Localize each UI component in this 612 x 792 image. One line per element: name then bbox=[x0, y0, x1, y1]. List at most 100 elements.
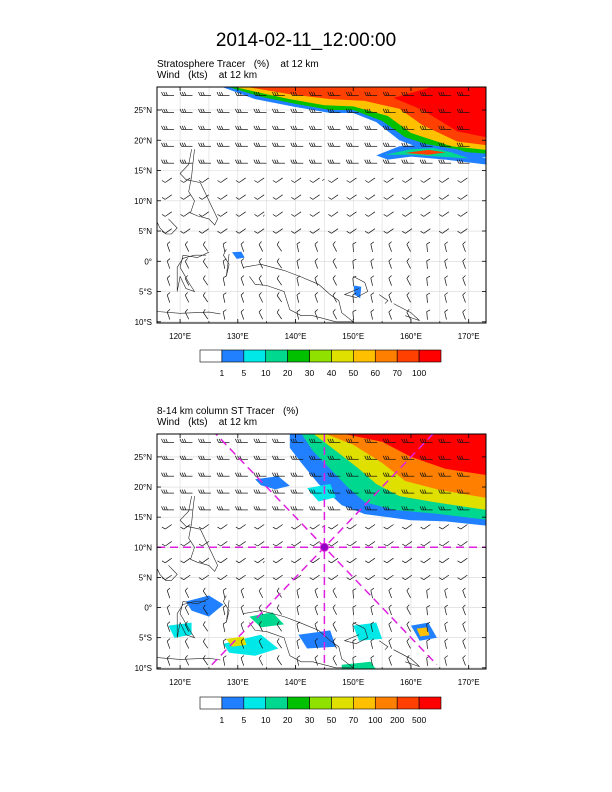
wind-barb-shaft bbox=[202, 641, 209, 649]
wind-barb-flag bbox=[366, 142, 369, 147]
wind-barb bbox=[291, 557, 302, 564]
wind-barb-flag bbox=[200, 91, 203, 96]
wind-barb-flag bbox=[161, 230, 166, 234]
wind-barb bbox=[406, 292, 411, 303]
wind-barb-shaft bbox=[166, 311, 171, 320]
wind-barb-flag bbox=[382, 438, 386, 443]
wind-barb-flag bbox=[420, 543, 425, 547]
wind-barb bbox=[406, 308, 411, 320]
wind-barb-shaft bbox=[166, 657, 171, 666]
wind-barb bbox=[370, 604, 375, 616]
wind-barb-flag bbox=[458, 455, 462, 460]
colorbar-label: 200 bbox=[390, 715, 404, 725]
wind-barb-flag bbox=[290, 489, 293, 494]
wind-barb-flag bbox=[179, 438, 182, 443]
wind-barb-shaft bbox=[184, 278, 190, 286]
wind-barb-flag bbox=[328, 197, 332, 200]
wind-barb-flag bbox=[458, 142, 462, 147]
coastline bbox=[179, 149, 218, 226]
wind-barb-shaft bbox=[405, 177, 413, 183]
wind-barb bbox=[235, 194, 246, 200]
colorbar-label: 1 bbox=[220, 368, 225, 378]
wind-barb-flag bbox=[348, 91, 351, 96]
wind-barb bbox=[406, 587, 411, 599]
wind-barb-flag bbox=[272, 472, 275, 477]
colorbar-label: 60 bbox=[371, 368, 381, 378]
wind-barb-flag bbox=[202, 275, 206, 279]
wind-barb-shaft bbox=[183, 177, 191, 183]
wind-barb-flag bbox=[370, 587, 375, 591]
wind-barb-shaft bbox=[423, 557, 431, 564]
wind-barb bbox=[296, 655, 301, 666]
wind-barb bbox=[438, 472, 452, 477]
wind-barb-shaft bbox=[183, 557, 191, 564]
wind-barb-flag bbox=[239, 455, 242, 460]
wind-barb-flag bbox=[161, 108, 164, 113]
wind-barb-shaft bbox=[331, 228, 339, 234]
wind-barb-flag bbox=[202, 108, 205, 113]
coastline bbox=[223, 249, 230, 277]
wind-barb bbox=[216, 159, 230, 164]
wind-barb bbox=[346, 194, 357, 200]
wind-barb bbox=[216, 472, 230, 477]
wind-barb-shaft bbox=[332, 278, 337, 286]
wind-barb bbox=[444, 621, 448, 632]
panel2-title-var: 8-14 km column ST Tracer bbox=[157, 406, 275, 417]
wind-barb-flag bbox=[406, 621, 410, 625]
wind-barb-flag bbox=[311, 108, 314, 113]
wind-barb-flag bbox=[438, 108, 441, 113]
wind-barb-shaft bbox=[352, 590, 354, 599]
wind-barb-flag bbox=[217, 197, 221, 200]
wind-barb-flag bbox=[388, 309, 392, 313]
wind-barb bbox=[202, 604, 209, 615]
wind-barb-flag bbox=[276, 621, 280, 625]
coastline bbox=[262, 214, 265, 217]
wind-barb-shaft bbox=[368, 177, 376, 183]
wind-barb bbox=[254, 177, 265, 183]
wind-barb bbox=[314, 621, 318, 632]
wind-barb-shaft bbox=[442, 194, 450, 200]
wind-barb-flag bbox=[292, 108, 295, 113]
wind-barb-flag bbox=[370, 258, 375, 262]
wind-barb bbox=[309, 177, 320, 183]
wind-barb-flag bbox=[311, 438, 314, 443]
wind-barb-shaft bbox=[386, 574, 394, 580]
wind-barb bbox=[258, 258, 264, 269]
wind-barb-shaft bbox=[370, 311, 373, 320]
wind-barb-shaft bbox=[426, 607, 428, 616]
wind-barb-flag bbox=[458, 489, 462, 494]
panel2-plot-area bbox=[157, 434, 486, 669]
wind-barb-shaft bbox=[296, 624, 299, 632]
wind-barb-flag bbox=[440, 455, 443, 460]
wind-barb bbox=[253, 472, 267, 477]
y-tick-label: 10°N bbox=[134, 543, 152, 552]
wind-barb bbox=[276, 621, 282, 632]
wind-barb-flag bbox=[331, 142, 335, 147]
wind-barb-flag bbox=[314, 275, 318, 279]
wind-barb-shaft bbox=[240, 244, 245, 252]
wind-barb-flag bbox=[405, 472, 408, 477]
wind-barb bbox=[258, 638, 264, 649]
wind-barb-flag bbox=[255, 108, 258, 113]
wind-barb bbox=[345, 472, 359, 477]
wind-barb-shaft bbox=[462, 294, 466, 303]
wind-barb-flag bbox=[235, 489, 238, 494]
wind-barb-shaft bbox=[386, 211, 394, 217]
wind-barb-flag bbox=[274, 108, 277, 113]
wind-barb-flag bbox=[458, 159, 462, 164]
wind-barb-flag bbox=[258, 621, 262, 625]
wind-barb bbox=[309, 524, 320, 530]
wind-barb-shaft bbox=[257, 228, 265, 234]
wind-barb bbox=[346, 574, 357, 580]
wind-barb-shaft bbox=[349, 211, 357, 217]
wind-barb-flag bbox=[385, 125, 388, 130]
wind-barb-flag bbox=[383, 526, 388, 530]
coastline bbox=[243, 263, 355, 323]
wind-barb-flag bbox=[200, 438, 203, 443]
wind-barb bbox=[254, 541, 265, 547]
wind-barb-shaft bbox=[294, 574, 302, 580]
coastline bbox=[157, 218, 178, 235]
wind-barb-shaft bbox=[388, 607, 392, 616]
wind-barb-shaft bbox=[406, 624, 411, 632]
wind-barb bbox=[308, 455, 322, 460]
